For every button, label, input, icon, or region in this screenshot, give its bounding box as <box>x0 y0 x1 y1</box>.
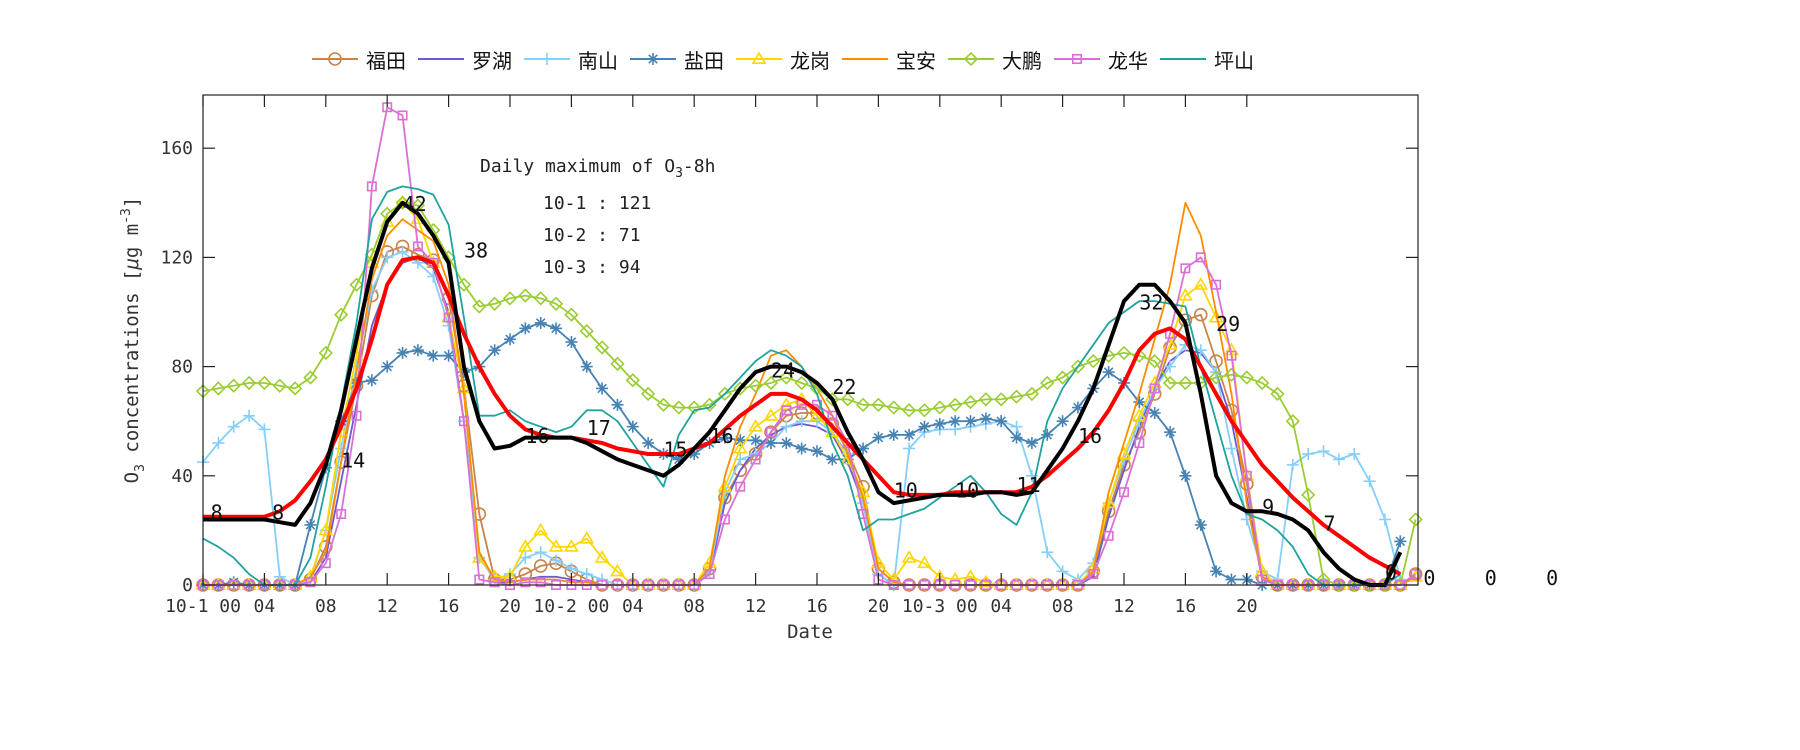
plot-frame <box>202 94 1419 586</box>
legend-item: 大鹏 <box>946 45 1042 74</box>
data-label: 0 <box>1385 561 1397 585</box>
legend-marker-icon <box>1160 58 1206 60</box>
y-tick-label: 160 <box>160 138 193 159</box>
legend-label: 坪山 <box>1214 48 1254 73</box>
legend-marker-icon <box>736 51 782 64</box>
legend-label: 龙华 <box>1108 48 1148 73</box>
x-tick-label: 04 <box>254 596 276 617</box>
x-tick-label: 08 <box>1052 596 1074 617</box>
legend-item: 盐田 <box>628 45 724 74</box>
x-tick-label: 10-3 00 <box>902 596 978 617</box>
x-tick-label: 10-2 00 <box>533 596 609 617</box>
x-tick-label: 16 <box>806 596 828 617</box>
inset-row-10-2: 10-2 : 71 <box>543 225 641 246</box>
data-label: 11 <box>1017 473 1041 497</box>
x-tick-label: 16 <box>438 596 460 617</box>
x-tick-label: 12 <box>376 596 398 617</box>
x-tick-label: 12 <box>745 596 767 617</box>
series-line <box>196 239 1423 592</box>
legend-label: 南山 <box>578 48 618 73</box>
data-label: 0 <box>1423 566 1435 590</box>
data-label: 29 <box>1216 312 1240 336</box>
data-label: 24 <box>771 359 795 383</box>
inset-heading: Daily maximum of O3-8h <box>480 156 715 181</box>
legend-label: 大鹏 <box>1002 48 1042 73</box>
data-label: 42 <box>403 192 427 216</box>
x-tick-label: 16 <box>1175 596 1197 617</box>
x-axis-title: Date <box>787 621 833 643</box>
x-tick-label: 20 <box>868 596 890 617</box>
data-label: 10 <box>894 479 918 503</box>
data-label: 15 <box>664 438 688 462</box>
legend-marker-icon <box>418 58 464 60</box>
inset-row-10-3: 10-3 : 94 <box>543 257 641 278</box>
series-line <box>198 102 1421 590</box>
data-label: 7 <box>1324 511 1336 535</box>
legend-item: 罗湖 <box>416 45 512 74</box>
legend-item: 龙华 <box>1052 45 1148 74</box>
legend-marker-icon <box>524 53 570 65</box>
data-label: 10 <box>955 479 979 503</box>
x-tick-label: 12 <box>1113 596 1135 617</box>
legend-label: 宝安 <box>896 48 936 73</box>
data-label: 16 <box>1078 424 1102 448</box>
data-label: 8 <box>272 500 284 524</box>
legend-label: 罗湖 <box>472 48 512 73</box>
x-tick-label: 20 <box>499 596 521 617</box>
data-label: 38 <box>464 238 488 262</box>
series-line <box>197 245 1407 591</box>
annotation-layer: 8 8 14 42 38 16 17 15 16 24 22 10 10 11 16 32 29 9 7 0 0 0 0 <box>211 192 1558 590</box>
series-layer <box>195 102 1424 593</box>
data-label: 0 <box>1485 566 1497 590</box>
legend-item: 宝安 <box>840 45 936 74</box>
legend-item: 龙岗 <box>734 45 830 74</box>
data-label: 22 <box>832 375 856 399</box>
legend-marker-icon <box>948 51 994 67</box>
inset-row-10-1: 10-1 : 121 <box>543 193 651 214</box>
x-tick-label: 08 <box>683 596 705 617</box>
chart-legend: 福田 罗湖 南山 盐田 龙岗 宝安 大鹏 龙华 坪山 <box>310 44 1264 74</box>
y-tick-label: 120 <box>160 247 193 268</box>
data-label: 8 <box>211 500 223 524</box>
legend-marker-icon <box>312 52 358 66</box>
x-tick-label: 08 <box>315 596 337 617</box>
series-line <box>203 255 1402 576</box>
legend-item: 福田 <box>310 45 406 74</box>
y-tick-label: 80 <box>171 357 193 378</box>
x-axis: 10-1 00 04 08 12 16 20 10-2 00 04 08 12 16 20 10-3 0… <box>165 95 1258 617</box>
y-tick-label: 0 <box>182 575 193 596</box>
data-label: 14 <box>341 449 365 473</box>
series-line <box>203 200 1403 587</box>
legend-marker-icon <box>630 53 676 65</box>
data-label: 16 <box>710 424 734 448</box>
y-tick-label: 40 <box>171 466 193 487</box>
data-label: 16 <box>525 424 549 448</box>
x-tick-label: 04 <box>622 596 644 617</box>
x-tick-label: 04 <box>990 596 1012 617</box>
y-axis-title: O3 concentrations [μg m-3] <box>119 197 148 484</box>
x-tick-label: 10-1 00 <box>165 596 241 617</box>
x-tick-label: 20 <box>1236 596 1258 617</box>
inset-daily-max: Daily maximum of O3-8h 10-1 : 121 10-2 :… <box>480 156 715 278</box>
legend-label: 盐田 <box>684 48 724 73</box>
legend-item: 坪山 <box>1158 45 1254 74</box>
data-label: 17 <box>587 416 611 440</box>
data-label: 9 <box>1262 495 1274 519</box>
legend-label: 龙岗 <box>790 48 830 73</box>
legend-label: 福田 <box>366 48 406 73</box>
data-label: 32 <box>1139 290 1163 314</box>
legend-marker-icon <box>1054 54 1100 64</box>
data-label: 0 <box>1546 566 1558 590</box>
legend-item: 南山 <box>522 45 618 74</box>
legend-marker-icon <box>842 58 888 60</box>
